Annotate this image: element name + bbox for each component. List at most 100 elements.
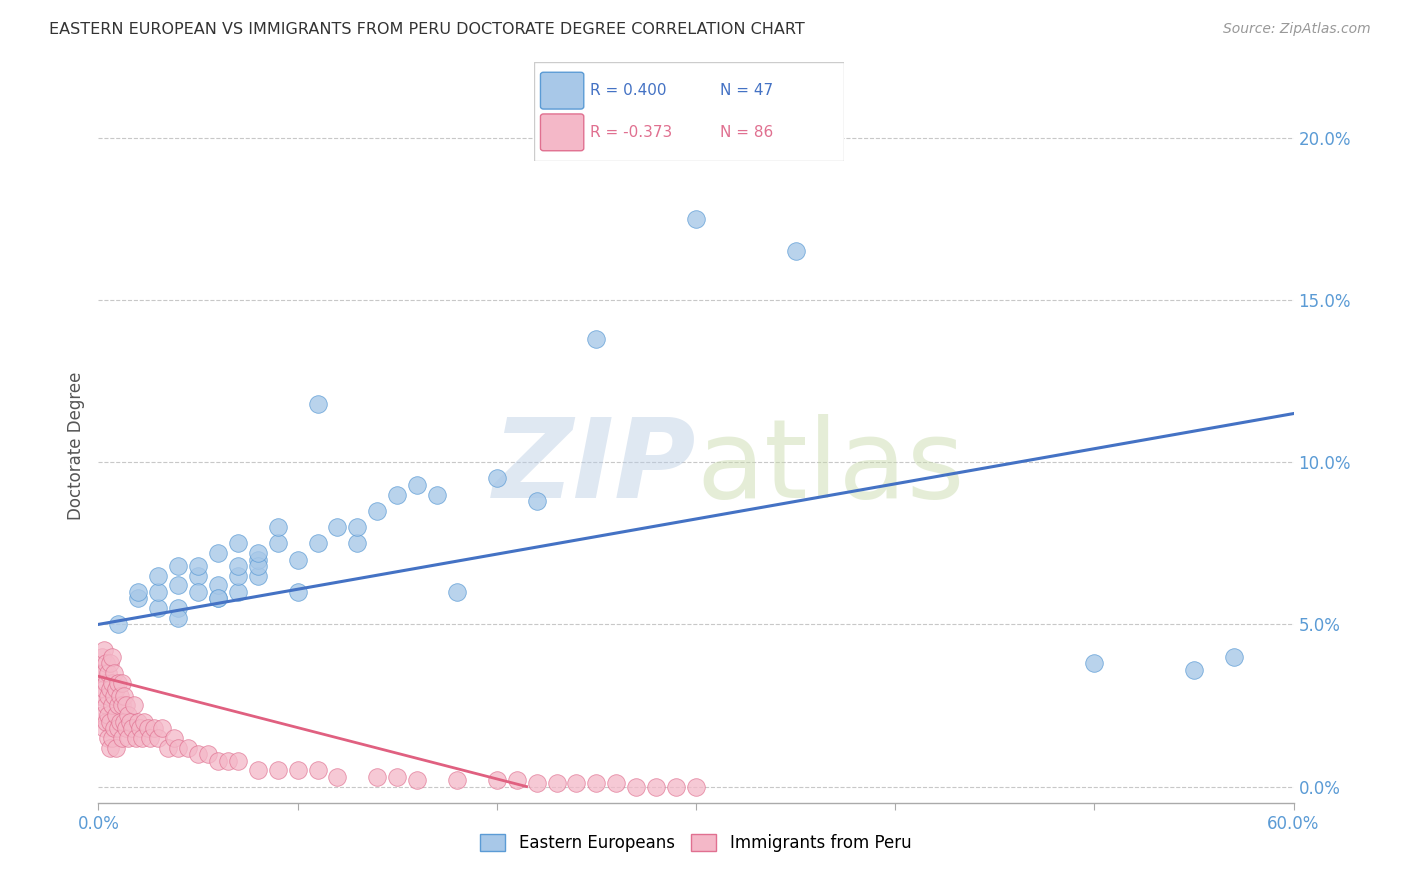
Point [148,601,170,615]
Point [124,698,146,713]
Text: R = -0.373: R = -0.373 [591,125,672,140]
Point [287,764,309,778]
Point [91,649,114,664]
Point [226,559,249,574]
Point [565,776,588,790]
Point [148,568,170,582]
FancyBboxPatch shape [540,114,583,151]
Point [101,675,124,690]
Point [546,776,568,790]
Point [246,546,269,560]
Point [107,721,129,735]
Point [103,666,125,681]
Point [267,536,290,550]
Point [385,488,409,502]
Point [187,568,209,582]
Point [91,708,114,723]
Point [485,773,508,788]
Point [446,585,468,599]
Point [89,666,111,681]
Point [187,747,209,761]
Point [585,776,607,790]
Point [134,714,156,729]
Point [139,731,162,745]
Point [125,731,148,745]
Point [107,617,129,632]
Point [246,559,269,574]
Point [207,754,229,768]
Point [111,731,134,745]
Point [167,601,190,615]
Point [101,731,124,745]
Point [246,552,269,566]
Point [97,666,120,681]
Point [143,721,166,735]
Point [101,698,124,713]
Point [127,591,149,606]
Point [446,773,468,788]
Point [121,721,143,735]
Point [526,776,548,790]
Point [93,643,115,657]
Point [115,698,138,713]
Text: N = 47: N = 47 [720,83,773,98]
Point [1182,663,1205,677]
Point [326,520,349,534]
Point [107,675,129,690]
Point [385,770,409,784]
Point [226,585,249,599]
Point [98,740,122,755]
Point [131,731,153,745]
Point [197,747,219,761]
Point [111,675,134,690]
Point [98,682,122,697]
Point [98,714,122,729]
Point [120,714,142,729]
Point [526,494,548,508]
Point [287,552,309,566]
Point [246,568,269,582]
Point [117,708,139,723]
Point [167,611,190,625]
Point [307,536,329,550]
Text: EASTERN EUROPEAN VS IMMIGRANTS FROM PERU DOCTORATE DEGREE CORRELATION CHART: EASTERN EUROPEAN VS IMMIGRANTS FROM PERU… [49,22,806,37]
Y-axis label: Doctorate Degree: Doctorate Degree [66,372,84,520]
Point [326,770,349,784]
Point [307,397,329,411]
Point [307,764,329,778]
Point [167,559,190,574]
Text: N = 86: N = 86 [720,125,773,140]
FancyBboxPatch shape [534,62,844,161]
Point [785,244,807,259]
Text: atlas: atlas [696,414,965,521]
Point [167,578,190,592]
Point [207,578,229,592]
Point [112,689,135,703]
Point [103,721,125,735]
Point [346,520,368,534]
Point [506,773,529,788]
Point [1083,657,1105,671]
Point [93,682,115,697]
Point [93,721,115,735]
Point [157,740,180,755]
Point [110,714,132,729]
Point [665,780,688,794]
Point [167,740,190,755]
Point [645,780,668,794]
Point [129,721,152,735]
Point [97,731,120,745]
Point [148,731,170,745]
Point [105,682,128,697]
Point [150,721,173,735]
Point [267,520,290,534]
Point [267,764,290,778]
Point [127,714,149,729]
Point [136,721,159,735]
Text: Source: ZipAtlas.com: Source: ZipAtlas.com [1223,22,1371,37]
Point [187,585,209,599]
Point [406,478,429,492]
Text: R = 0.400: R = 0.400 [591,83,666,98]
Text: ZIP: ZIP [492,414,696,521]
Point [107,698,129,713]
